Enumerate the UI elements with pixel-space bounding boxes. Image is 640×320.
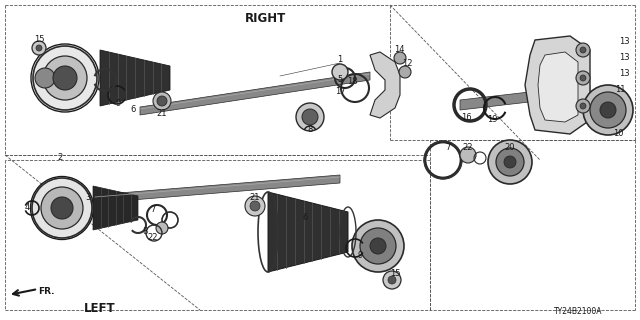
Circle shape [576, 71, 590, 85]
Circle shape [360, 228, 396, 264]
Text: 7: 7 [445, 143, 451, 153]
Circle shape [36, 45, 42, 51]
Text: 7: 7 [150, 205, 156, 214]
Text: 18: 18 [347, 77, 357, 86]
Circle shape [41, 187, 83, 229]
Circle shape [576, 99, 590, 113]
Text: 14: 14 [394, 45, 404, 54]
Text: FR.: FR. [38, 286, 54, 295]
Text: 17: 17 [335, 87, 346, 97]
Text: 13: 13 [619, 69, 629, 78]
Circle shape [53, 66, 77, 90]
Circle shape [576, 43, 590, 57]
Circle shape [51, 197, 73, 219]
Text: 12: 12 [402, 60, 412, 68]
Polygon shape [268, 192, 348, 272]
Circle shape [383, 271, 401, 289]
Text: 3: 3 [85, 193, 91, 202]
Text: 6: 6 [131, 106, 136, 115]
Circle shape [590, 92, 626, 128]
Text: 5: 5 [337, 76, 342, 84]
Text: 1: 1 [337, 55, 342, 65]
Circle shape [245, 196, 265, 216]
Circle shape [250, 201, 260, 211]
Circle shape [43, 56, 87, 100]
Circle shape [302, 109, 318, 125]
Circle shape [153, 92, 171, 110]
Polygon shape [140, 72, 370, 115]
Text: 21: 21 [157, 109, 167, 118]
Circle shape [399, 66, 411, 78]
Text: 11: 11 [615, 85, 625, 94]
Circle shape [580, 75, 586, 81]
Text: 13: 13 [619, 37, 629, 46]
Text: 22: 22 [463, 143, 473, 153]
Polygon shape [100, 50, 170, 106]
Circle shape [296, 103, 324, 131]
Circle shape [33, 46, 97, 110]
Circle shape [370, 238, 386, 254]
Text: 2: 2 [58, 154, 63, 163]
Circle shape [580, 103, 586, 109]
Text: 15: 15 [390, 268, 400, 277]
Circle shape [388, 276, 396, 284]
Circle shape [35, 68, 55, 88]
Text: RIGHT: RIGHT [244, 12, 285, 25]
Circle shape [394, 52, 406, 64]
Text: 15: 15 [34, 36, 44, 44]
Circle shape [496, 148, 524, 176]
Circle shape [460, 147, 476, 163]
Circle shape [332, 64, 348, 80]
Text: 9: 9 [115, 99, 120, 108]
Circle shape [32, 41, 46, 55]
Polygon shape [460, 85, 590, 110]
Text: 20: 20 [505, 143, 515, 153]
Circle shape [156, 222, 168, 234]
Circle shape [488, 140, 532, 184]
Circle shape [352, 220, 404, 272]
Text: 19: 19 [487, 116, 497, 124]
Polygon shape [538, 52, 578, 122]
Circle shape [32, 178, 92, 238]
Circle shape [580, 47, 586, 53]
Text: 16: 16 [461, 114, 471, 123]
Circle shape [504, 156, 516, 168]
Polygon shape [95, 175, 340, 203]
Polygon shape [370, 52, 400, 118]
Polygon shape [93, 186, 138, 230]
Circle shape [600, 102, 616, 118]
Text: 8: 8 [307, 124, 313, 133]
Text: LEFT: LEFT [84, 301, 116, 315]
Text: 6: 6 [302, 213, 308, 222]
Circle shape [583, 85, 633, 135]
Text: TY24B2100A: TY24B2100A [554, 308, 602, 316]
Polygon shape [525, 36, 590, 134]
Text: 9: 9 [357, 251, 363, 260]
Text: 4: 4 [24, 203, 29, 212]
Text: 8: 8 [142, 228, 148, 236]
Text: 10: 10 [612, 130, 623, 139]
Text: 21: 21 [250, 194, 260, 203]
Text: 22: 22 [148, 233, 158, 242]
Circle shape [157, 96, 167, 106]
Text: 13: 13 [619, 53, 629, 62]
